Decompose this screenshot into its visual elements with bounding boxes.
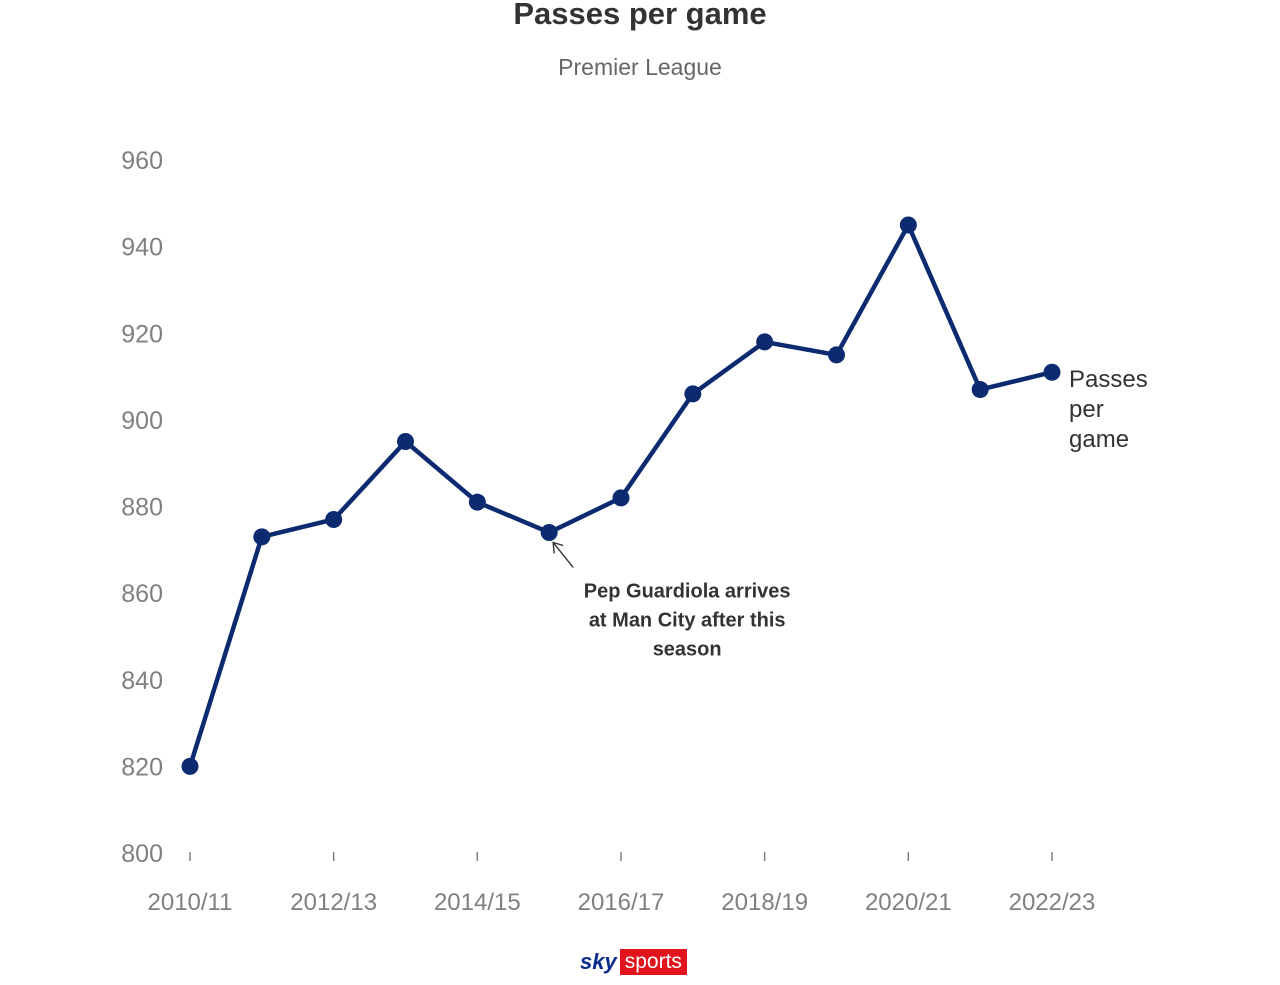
annotation-arrow-head bbox=[552, 541, 564, 554]
annotation-layer: Pep Guardiola arrives at Man City after t… bbox=[552, 541, 791, 660]
data-point bbox=[899, 216, 917, 234]
data-point bbox=[253, 528, 271, 546]
series-label: game bbox=[1069, 426, 1129, 453]
series-label: per bbox=[1069, 396, 1104, 423]
annotation-text: season bbox=[653, 638, 722, 660]
y-axis: 800 820 840 860 880 900 920 940 960 bbox=[121, 147, 163, 868]
annotation-arrow-line bbox=[552, 542, 574, 568]
x-axis: 2010/11 2012/13 2014/15 2016/17 2018/19 2020/… bbox=[148, 852, 1096, 916]
x-tick-label: 2022/23 bbox=[1009, 889, 1096, 916]
data-point bbox=[468, 493, 486, 511]
series-layer: Passes per game bbox=[181, 216, 1148, 775]
data-point bbox=[325, 510, 343, 528]
y-tick-label: 820 bbox=[121, 753, 163, 781]
chart-title: Passes per game bbox=[513, 0, 767, 31]
data-point bbox=[397, 433, 414, 451]
x-tick-label: 2014/15 bbox=[434, 889, 521, 916]
data-point bbox=[971, 381, 989, 399]
logo-sports-text: sports bbox=[619, 949, 687, 975]
y-tick-label: 940 bbox=[121, 234, 163, 262]
data-point bbox=[540, 523, 558, 541]
annotation-text: Pep Guardiola arrives bbox=[584, 580, 791, 602]
data-point bbox=[612, 489, 630, 507]
x-tick-label: 2010/11 bbox=[148, 889, 233, 916]
x-tick-label: 2012/13 bbox=[290, 889, 377, 916]
y-tick-label: 840 bbox=[121, 667, 163, 695]
y-tick-label: 920 bbox=[121, 320, 163, 348]
series-label: Passes bbox=[1069, 366, 1148, 393]
x-tick-label: 2020/21 bbox=[865, 889, 952, 916]
data-point bbox=[684, 385, 702, 403]
data-point bbox=[828, 346, 845, 364]
y-tick-label: 960 bbox=[121, 147, 163, 175]
y-tick-label: 900 bbox=[121, 407, 163, 435]
chart-subtitle: Premier League bbox=[558, 54, 722, 80]
data-point bbox=[756, 333, 774, 351]
y-tick-label: 800 bbox=[121, 840, 163, 868]
x-tick-label: 2016/17 bbox=[578, 889, 665, 916]
data-point bbox=[181, 757, 199, 775]
annotation-text: at Man City after this bbox=[589, 609, 786, 631]
logo-sky-text: sky bbox=[580, 949, 617, 974]
sky-sports-logo: sky sports bbox=[580, 948, 687, 976]
y-tick-label: 860 bbox=[121, 580, 163, 608]
y-tick-label: 880 bbox=[121, 494, 163, 522]
data-point bbox=[1043, 363, 1061, 381]
x-tick-label: 2018/19 bbox=[721, 889, 808, 916]
